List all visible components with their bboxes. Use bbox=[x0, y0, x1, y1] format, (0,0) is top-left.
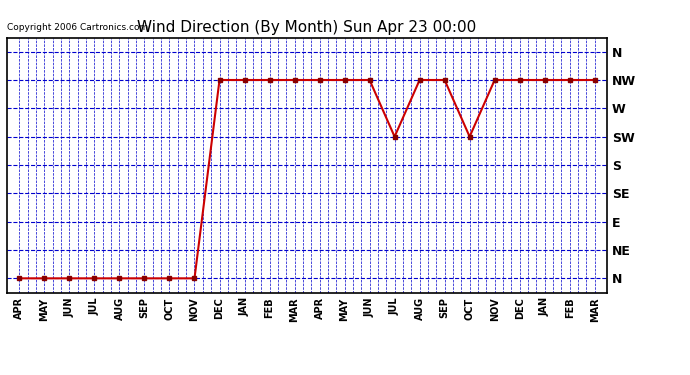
Text: Copyright 2006 Cartronics.com: Copyright 2006 Cartronics.com bbox=[7, 23, 148, 32]
Title: Wind Direction (By Month) Sun Apr 23 00:00: Wind Direction (By Month) Sun Apr 23 00:… bbox=[137, 20, 477, 35]
